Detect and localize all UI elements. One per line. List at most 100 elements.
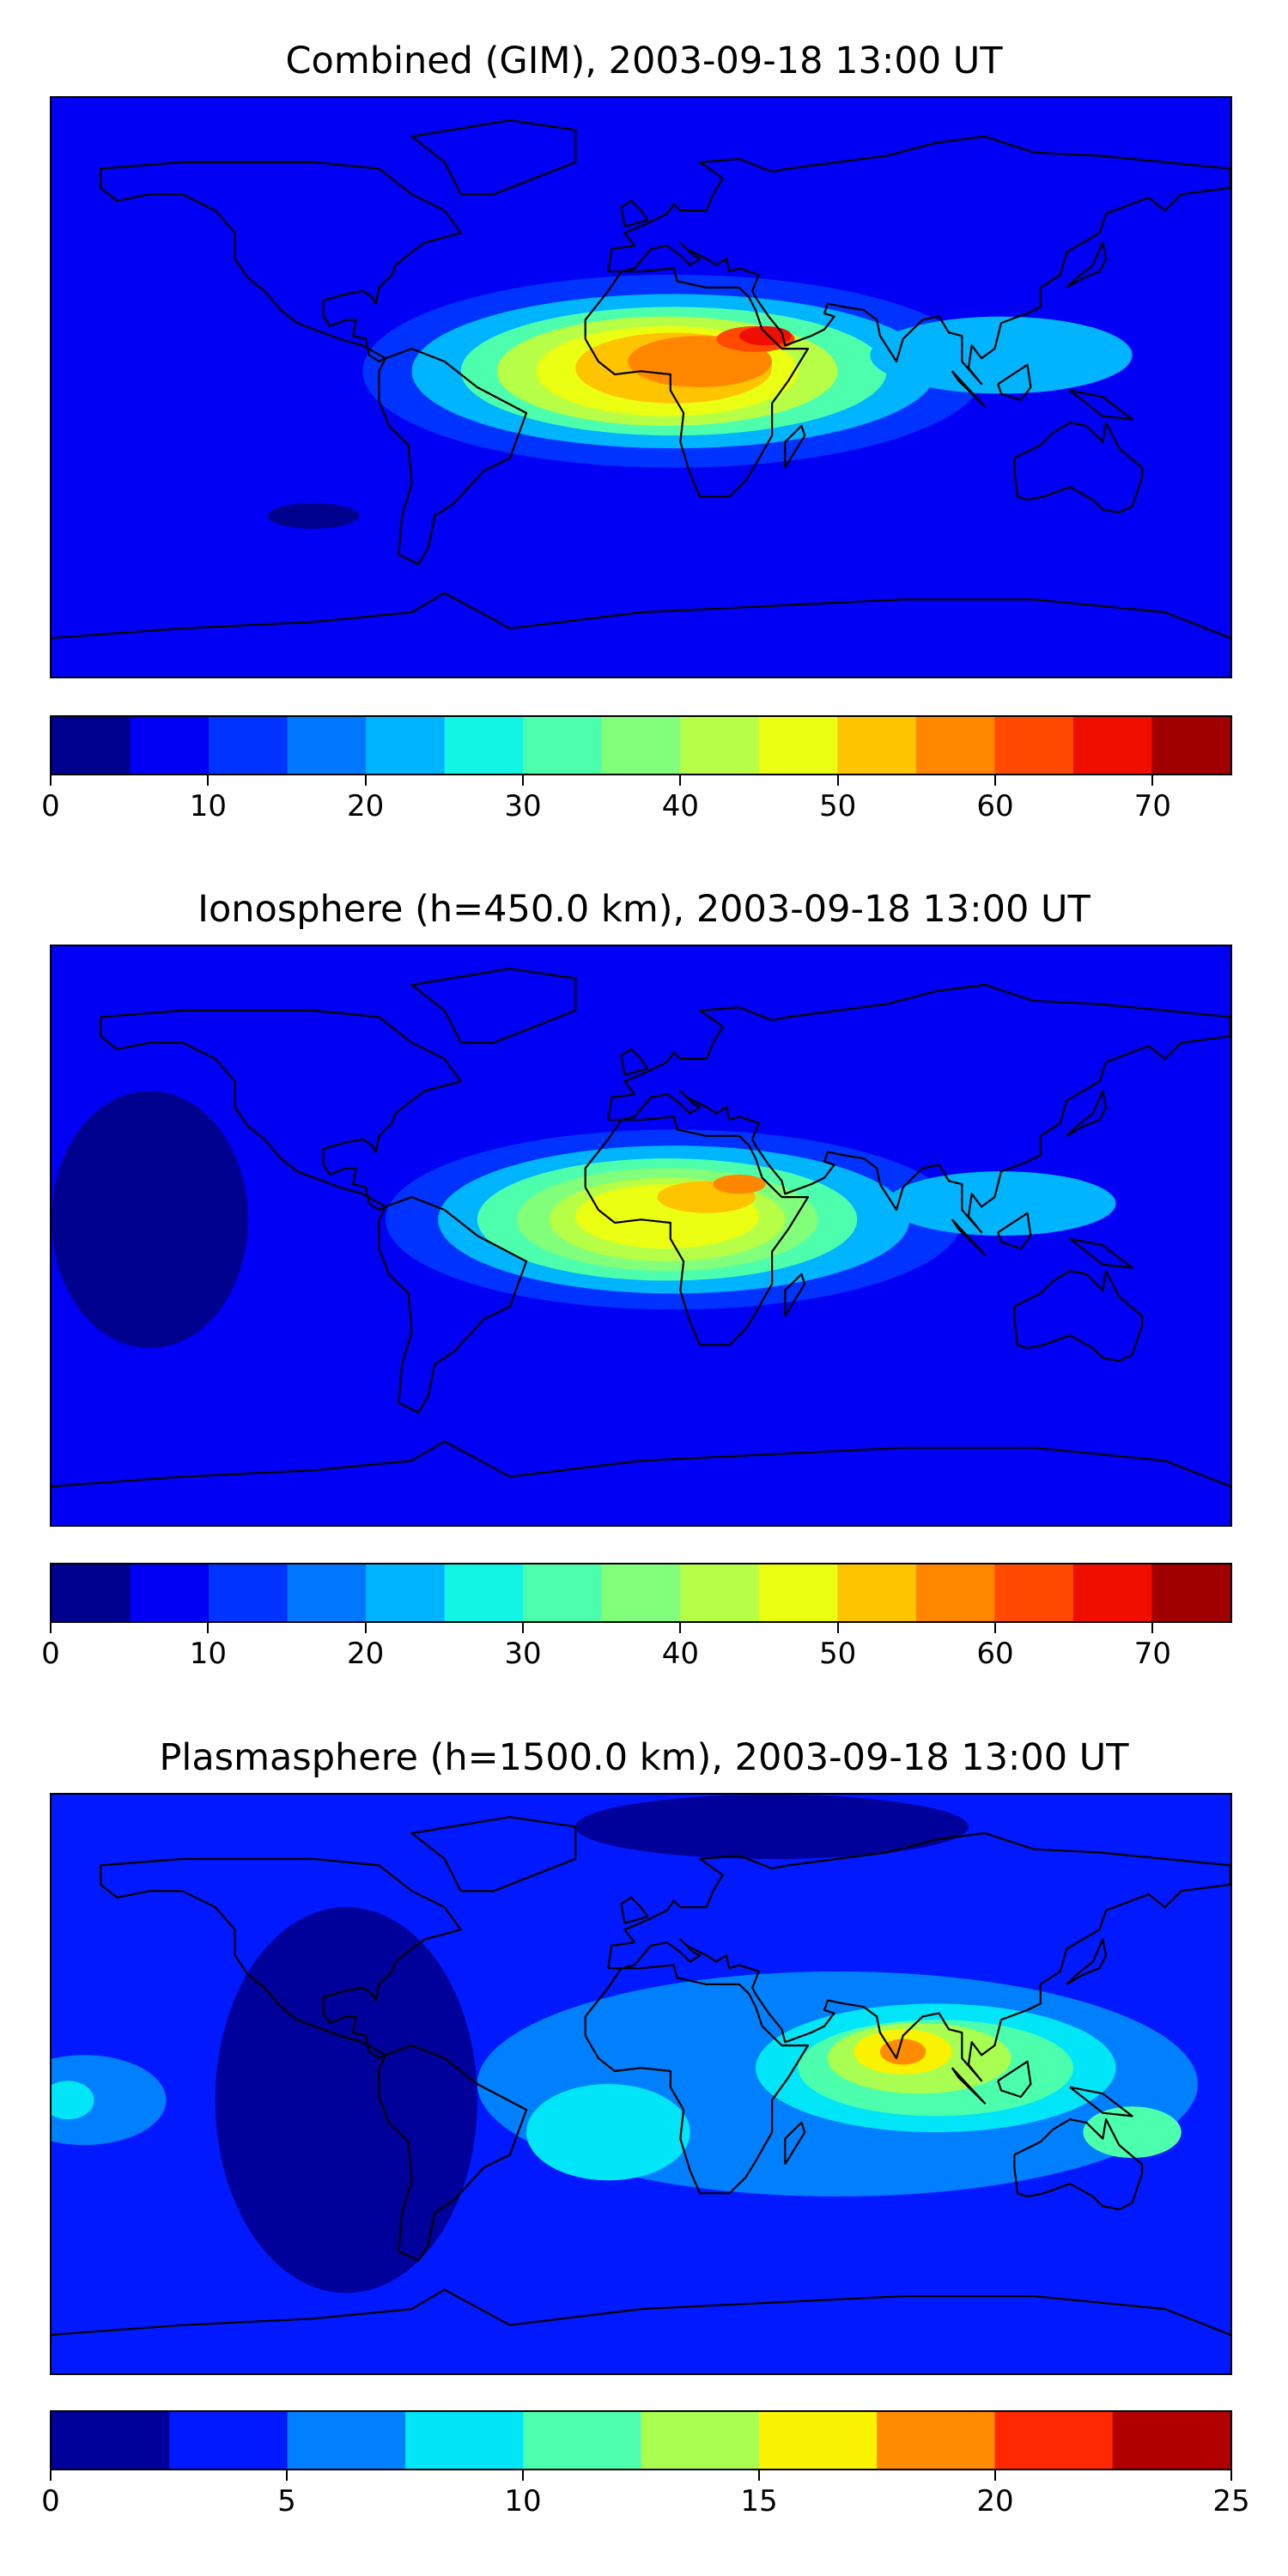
contour-region-0 [52,1091,248,1349]
panel-1-title: Combined (GIM), 2003-09-18 13:00 UT [285,39,1003,82]
coastline-3 [1013,2118,1144,2211]
colorbar-segment-11 [915,1564,995,1621]
coastline-0 [100,1857,528,2262]
colorbar-tick-label: 70 [1133,1637,1171,1671]
panel-3-map [50,1793,1232,2375]
colorbar-segment-8 [994,2412,1114,2469]
contour-region-0 [215,1907,477,2293]
contour-region-10 [526,2084,690,2181]
coastline-9 [997,1212,1032,1250]
coastline-9 [997,363,1032,402]
contour-region-8 [738,325,792,346]
colorbar-tick [994,1623,996,1633]
panel-1-colorbar [50,715,1232,775]
panel-1-colorbar-svg [52,717,1230,774]
coastline-7 [1066,1938,1108,1985]
colorbar-segment-6 [523,717,603,774]
coastline-10 [1069,1237,1133,1269]
colorbar-segment-13 [1072,1564,1153,1621]
panel-2-colorbar [50,1563,1232,1623]
colorbar-tick-label: 70 [1133,789,1171,823]
panel-2-map [50,945,1232,1527]
colorbar-tick [522,2470,524,2481]
coastline-4 [410,119,577,196]
colorbar-tick-label: 10 [189,1637,227,1671]
colorbar-tick-label: 60 [976,1637,1014,1671]
colorbar-segment-8 [680,1564,760,1621]
coastline-7 [1066,241,1108,289]
contour-region-9 [870,316,1133,394]
colorbar-segment-3 [287,1564,367,1621]
colorbar-segment-5 [444,717,524,774]
colorbar-tick [836,1623,839,1633]
coastline-4 [410,1816,577,1893]
panel-1-map [50,96,1232,678]
panel-3-title: Plasmasphere (h=1500.0 km), 2003-09-18 1… [159,1736,1129,1779]
colorbar-tick [679,775,682,786]
coastline-0 [100,1009,528,1413]
coastline-10 [1069,2086,1133,2117]
colorbar-segment-3 [404,2412,524,2469]
colorbar-segment-12 [994,1564,1074,1621]
colorbar-segment-12 [994,717,1074,774]
contour-region-8 [713,1174,766,1194]
colorbar-tick [758,2470,760,2481]
colorbar-tick [364,1623,367,1633]
colorbar-tick-label: 30 [504,1637,542,1671]
colorbar-tick [50,2470,52,2481]
colorbar-segment-14 [1151,1564,1230,1621]
colorbar-segment-9 [1112,2412,1230,2469]
colorbar-segment-5 [444,1564,524,1621]
colorbar-segment-13 [1072,717,1153,774]
coastline-9 [997,2060,1032,2099]
colorbar-tick-label: 5 [277,2484,296,2518]
colorbar-tick [522,775,524,786]
colorbar-segment-7 [877,2412,995,2469]
colorbar-tick-label: 30 [504,789,542,823]
colorbar-tick [679,1623,682,1633]
panel-3-map-svg [52,1795,1230,2373]
colorbar-tick-label: 60 [976,789,1014,823]
coastline-8 [951,2067,987,2105]
panel-2-colorbar-svg [52,1564,1230,1621]
coastline-1 [584,1964,810,2195]
panel-3-colorbar [50,2410,1232,2470]
colorbar-tick [1151,1623,1154,1633]
colorbar-segment-14 [1151,717,1230,774]
panel-3-colorbar-svg [52,2412,1230,2469]
colorbar-segment-10 [837,717,917,774]
colorbar-segment-9 [758,717,838,774]
colorbar-tick-label: 25 [1212,2484,1250,2518]
colorbar-tick [994,2470,996,2481]
colorbar-segment-1 [130,717,210,774]
contour-region-9 [886,1171,1116,1236]
coastline-11 [52,2288,1230,2336]
coastline-5 [620,1896,649,1924]
coastline-3 [1013,422,1144,514]
colorbar-segment-7 [601,717,681,774]
coastline-2 [607,135,1230,386]
colorbar-tick-label: 20 [976,2484,1014,2518]
colorbar-segment-9 [758,1564,838,1621]
contour-region-7 [879,2038,927,2065]
colorbar-tick [207,775,210,786]
contour-region-11 [1083,2106,1182,2159]
colorbar-tick-label: 0 [41,1637,60,1671]
coastline-2 [607,983,1230,1234]
coastline-10 [1069,389,1133,421]
colorbar-segment-11 [915,717,995,774]
contour-region-8 [52,2055,167,2146]
coastline-6 [784,424,806,469]
colorbar-segment-8 [680,717,760,774]
colorbar-segment-3 [287,717,367,774]
colorbar-tick-label: 10 [504,2484,542,2518]
coastline-7 [1066,1090,1108,1137]
contour-region-9 [52,2081,94,2120]
coastline-0 [100,161,528,565]
colorbar-tick-label: 0 [41,2484,60,2518]
coastline-5 [620,1048,649,1076]
panel-1-map-svg [52,98,1230,677]
coastline-2 [607,1832,1230,2082]
colorbar-tick [1230,2470,1232,2481]
coastline-6 [784,2121,806,2166]
